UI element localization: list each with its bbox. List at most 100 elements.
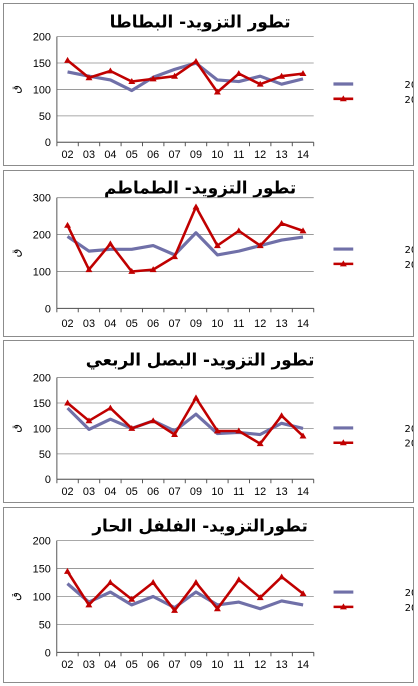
series-line-2 — [66, 205, 304, 273]
x-tick-label: 11 — [233, 149, 244, 161]
legend-marker — [339, 603, 347, 610]
x-tick-label: 12 — [254, 659, 266, 671]
data-point — [235, 70, 243, 77]
data-point — [171, 72, 179, 79]
chart-title: تطور التزويد- الطماطم — [104, 178, 296, 199]
data-point — [256, 594, 264, 601]
x-tick-label: 13 — [276, 659, 288, 671]
legend-label: الكمية 2015 — [405, 439, 413, 450]
x-tick-label: 07 — [169, 149, 181, 161]
chart-panel-onion: تطور التزويد- البصل الربعي 0 50 100 150 200 02… — [3, 340, 414, 503]
data-point — [256, 242, 264, 249]
x-tick-label: 03 — [83, 318, 95, 330]
legend-label: الكمية 2015 — [405, 603, 413, 614]
y-tick-label: 200 — [33, 372, 51, 384]
chart-title: تطورالتزويد- الفلفل الحار — [91, 516, 307, 537]
x-tick-label: 10 — [211, 149, 223, 161]
chart-title: تطور التزويد- البصل الربعي — [86, 350, 315, 371]
data-point — [128, 595, 136, 602]
legend-label: الكمية 2015 — [405, 260, 413, 271]
chart-panel-pepper: تطورالتزويد- الفلفل الحار 0 50 100 150 200 02 0… — [3, 507, 414, 683]
y-tick-label: 0 — [45, 137, 51, 149]
data-point — [106, 579, 114, 585]
x-tick-label: 06 — [147, 318, 159, 330]
chart-title: تطور التزويد- البطاطا — [110, 12, 291, 33]
y-tick-label: 200 — [33, 230, 51, 242]
legend-label: الكمية 2015 — [405, 95, 413, 106]
y-tick-label: 150 — [33, 58, 51, 70]
data-point — [149, 417, 157, 424]
x-tick-label: 06 — [147, 659, 159, 671]
legend-marker — [339, 95, 347, 102]
x-tick-label: 10 — [211, 659, 223, 671]
data-point — [235, 427, 243, 434]
x-tick-label: 13 — [276, 149, 288, 161]
data-point — [235, 576, 243, 583]
data-point — [149, 579, 157, 585]
series-line-2 — [66, 570, 304, 612]
legend-label: الكمية 2014 — [405, 424, 413, 435]
data-point — [149, 266, 157, 273]
x-tick-label: 04 — [104, 318, 116, 330]
x-tick-label: 14 — [297, 318, 309, 330]
x-tick-label: 11 — [233, 659, 244, 671]
data-point — [278, 72, 286, 79]
series-line-2 — [66, 59, 304, 94]
data-point — [213, 242, 221, 249]
data-point — [192, 57, 200, 64]
data-point — [192, 394, 200, 401]
data-point — [213, 605, 221, 612]
x-tick-label: 07 — [169, 318, 181, 330]
data-point — [299, 590, 307, 597]
x-tick-label: 09 — [190, 659, 202, 671]
data-point — [256, 440, 264, 447]
x-tick-label: 10 — [211, 318, 223, 330]
data-point — [106, 67, 114, 74]
series-line-2 — [66, 396, 304, 446]
x-tick-label: 05 — [126, 318, 138, 330]
x-tick-label: 05 — [126, 486, 138, 498]
data-point — [149, 75, 157, 82]
series-line-1 — [67, 61, 304, 93]
x-tick-label: 11 — [233, 486, 244, 498]
data-point — [278, 220, 286, 226]
x-tick-label: 07 — [169, 659, 181, 671]
y-tick-label: 0 — [45, 647, 51, 659]
y-tick-label: 0 — [45, 303, 51, 315]
x-tick-label: 09 — [190, 486, 202, 498]
y-tick-label: 50 — [39, 111, 51, 123]
y-axis-label: ق — [10, 249, 22, 257]
data-point — [192, 579, 200, 585]
chart-panel-tomato: تطور التزويد- الطماطم 0 100 200 300 02 03 04 05 0… — [3, 170, 414, 337]
y-tick-label: 200 — [33, 536, 51, 548]
data-point — [235, 227, 243, 234]
x-tick-label: 12 — [254, 486, 266, 498]
data-point — [299, 227, 307, 234]
data-point — [299, 432, 307, 439]
data-point — [171, 606, 179, 613]
x-tick-label: 03 — [83, 149, 95, 161]
data-point — [278, 412, 286, 419]
x-tick-label: 12 — [254, 149, 266, 161]
series-line-1 — [66, 406, 304, 437]
y-axis-label: ق — [10, 85, 22, 93]
x-tick-label: 05 — [126, 149, 138, 161]
chart-svg-tomato: تطور التزويد- الطماطم 0 100 200 300 02 03 04 05 0… — [10, 178, 413, 330]
data-point — [85, 417, 93, 424]
data-point — [128, 267, 136, 274]
legend-label: الكمية 2014 — [405, 588, 413, 599]
legend-label: الكمية 2014 — [405, 80, 413, 91]
data-point — [106, 404, 114, 411]
x-tick-label: 11 — [233, 318, 244, 330]
x-tick-label: 04 — [104, 659, 116, 671]
x-tick-label: 02 — [61, 659, 73, 671]
x-tick-label: 02 — [62, 149, 74, 161]
data-point — [171, 253, 179, 260]
data-point — [63, 567, 71, 574]
data-point — [256, 80, 264, 87]
x-tick-label: 04 — [104, 149, 116, 161]
x-tick-label: 07 — [169, 486, 181, 498]
series-line-1 — [66, 582, 304, 611]
